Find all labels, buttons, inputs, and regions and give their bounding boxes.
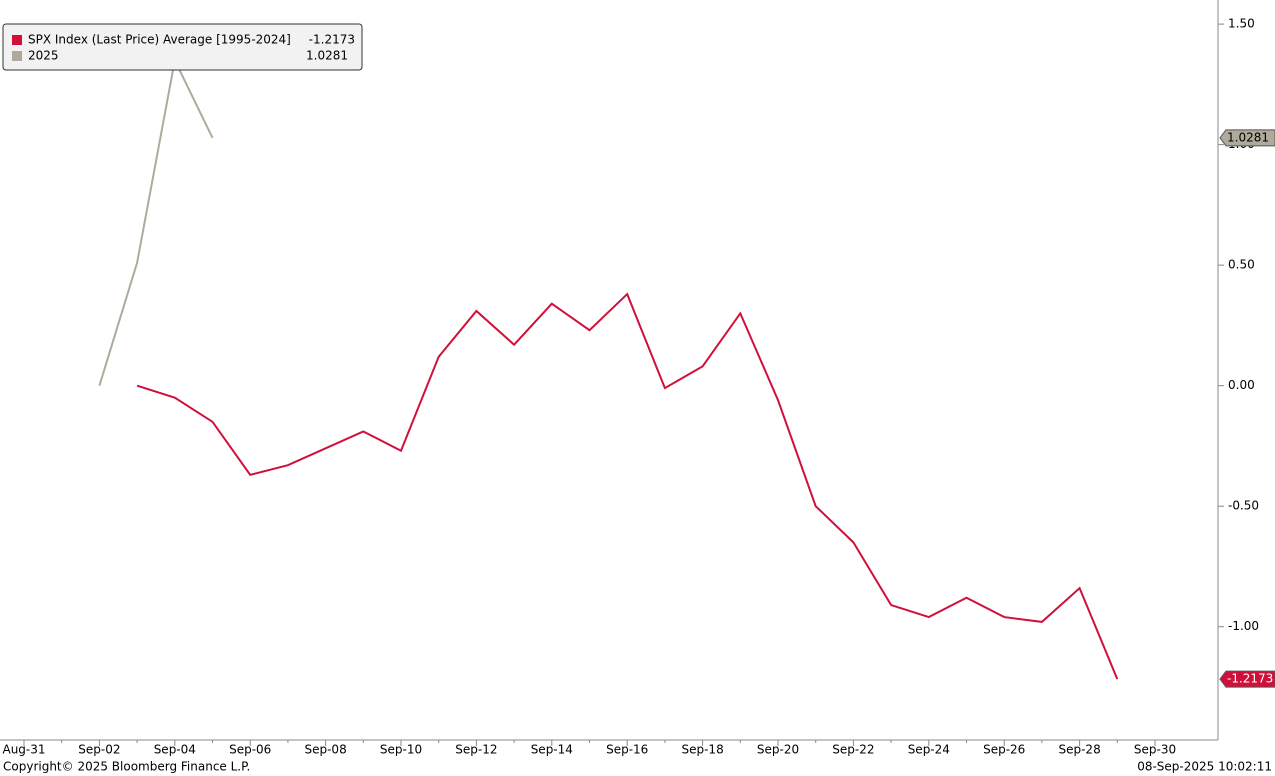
x-tick-label: Sep-28 — [1058, 743, 1100, 757]
value-tag — [1219, 129, 1275, 147]
x-tick-label: Sep-02 — [78, 743, 120, 757]
y-tick-label: -1.00 — [1228, 619, 1259, 633]
x-tick-label: Sep-20 — [757, 743, 799, 757]
x-tick-label: Sep-18 — [681, 743, 723, 757]
x-tick-label: Sep-30 — [1134, 743, 1176, 757]
y-tick-label: 0.00 — [1228, 378, 1255, 392]
x-tick-label: Sep-08 — [304, 743, 346, 757]
x-tick-label: Sep-24 — [908, 743, 950, 757]
legend-value: -1.2173 — [309, 33, 355, 47]
value-tag — [1219, 670, 1275, 688]
legend-label: 2025 — [28, 49, 59, 63]
footer-right: 08-Sep-2025 10:02:11 — [1137, 760, 1272, 774]
value-tag-label: 1.0281 — [1227, 130, 1269, 144]
x-tick-label: Sep-22 — [832, 743, 874, 757]
legend-swatch — [12, 51, 22, 61]
x-tick-label: Sep-14 — [531, 743, 573, 757]
x-tick-label: Sep-10 — [380, 743, 422, 757]
x-tick-label: Sep-12 — [455, 743, 497, 757]
y-tick-label: 0.50 — [1228, 258, 1255, 272]
x-tick-label: Sep-04 — [154, 743, 196, 757]
legend-label: SPX Index (Last Price) Average [1995-202… — [28, 33, 291, 47]
y-tick-label: 1.50 — [1228, 17, 1255, 31]
value-tag-label: -1.2173 — [1227, 672, 1273, 686]
series-line — [136, 292, 1119, 680]
legend-swatch — [12, 35, 22, 45]
x-tick-label: Sep-16 — [606, 743, 648, 757]
x-tick-label: Sep-06 — [229, 743, 271, 757]
x-tick-label: Sep-26 — [983, 743, 1025, 757]
x-tick-label: Aug-31 — [2, 743, 45, 757]
legend-value: 1.0281 — [306, 49, 348, 63]
series-line — [98, 57, 214, 386]
legend-box — [2, 23, 363, 71]
footer-left: Copyright© 2025 Bloomberg Finance L.P. — [3, 760, 250, 774]
y-tick-label: -0.50 — [1228, 499, 1259, 513]
